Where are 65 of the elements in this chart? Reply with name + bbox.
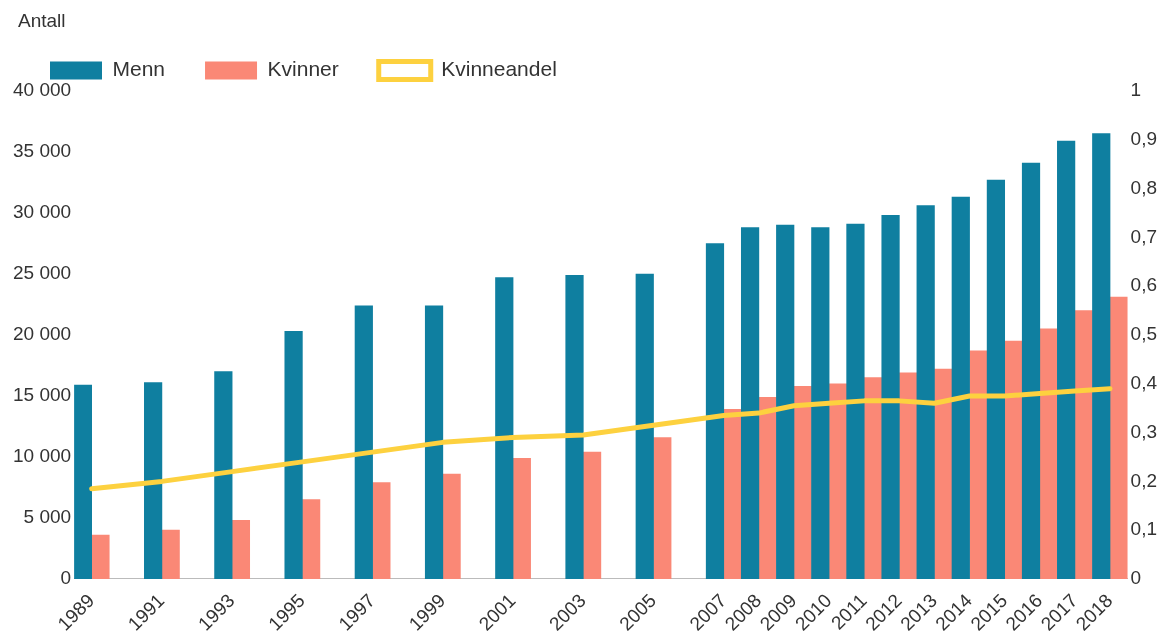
y2-tick-label: 0,1 (1130, 518, 1158, 540)
bar (91, 534, 110, 579)
bar (582, 451, 602, 579)
bar (828, 383, 847, 579)
bar (284, 331, 303, 579)
y2-tick-label: 0 (1130, 567, 1142, 589)
y-tick-label: 0 (60, 567, 72, 589)
bar (442, 473, 461, 579)
bar (144, 382, 163, 579)
bar (1021, 162, 1041, 579)
bar (1004, 340, 1023, 579)
legend-label: Kvinneandel (441, 57, 557, 81)
y-tick-label: 30 000 (12, 201, 72, 223)
bar (231, 520, 251, 579)
bar (793, 385, 812, 579)
y-tick-label: 40 000 (12, 79, 72, 101)
bar (74, 384, 92, 579)
y2-tick-label: 0,2 (1130, 469, 1158, 491)
bar (302, 499, 321, 579)
bar (1039, 328, 1058, 579)
y2-tick-label: 0,7 (1130, 225, 1158, 247)
bar (565, 274, 584, 579)
bar (495, 277, 514, 579)
bar (1109, 296, 1128, 579)
bar (951, 196, 970, 579)
legend-label: Menn (112, 57, 166, 81)
y2-tick-label: 0,8 (1130, 176, 1158, 198)
y-tick-label: 35 000 (12, 140, 72, 162)
bar (1074, 310, 1093, 579)
bar (214, 371, 233, 579)
bar (372, 482, 391, 579)
legend-label: Kvinner (267, 57, 339, 81)
bar (1092, 133, 1111, 579)
bar (934, 368, 953, 579)
bar (705, 243, 725, 579)
bar (1057, 140, 1076, 579)
bar (969, 350, 988, 579)
bar (161, 529, 180, 579)
bar (424, 305, 444, 579)
bar (899, 372, 918, 579)
bar (776, 224, 795, 579)
bar (653, 437, 672, 579)
bar (723, 409, 742, 579)
y-tick-label: 5 000 (23, 506, 72, 528)
bar (758, 396, 777, 579)
y-tick-label: 10 000 (12, 445, 72, 467)
bar (881, 215, 900, 579)
y-axis-title: Antall (18, 9, 66, 31)
y-tick-label: 20 000 (12, 323, 72, 345)
y-tick-label: 25 000 (12, 262, 72, 284)
y2-tick-label: 0,3 (1130, 420, 1158, 442)
bar (846, 223, 865, 579)
y2-tick-label: 0,9 (1130, 128, 1158, 150)
y2-tick-label: 1 (1130, 79, 1142, 101)
bar (811, 227, 830, 579)
y2-tick-label: 0,6 (1130, 274, 1158, 296)
y2-tick-label: 0,5 (1130, 323, 1158, 345)
bar (354, 305, 373, 579)
y-tick-label: 15 000 (12, 384, 72, 406)
y2-tick-label: 0,4 (1130, 372, 1158, 394)
bar (635, 273, 654, 579)
bar (916, 205, 935, 579)
bar (740, 227, 760, 579)
bar (986, 179, 1006, 579)
bar (512, 457, 531, 579)
